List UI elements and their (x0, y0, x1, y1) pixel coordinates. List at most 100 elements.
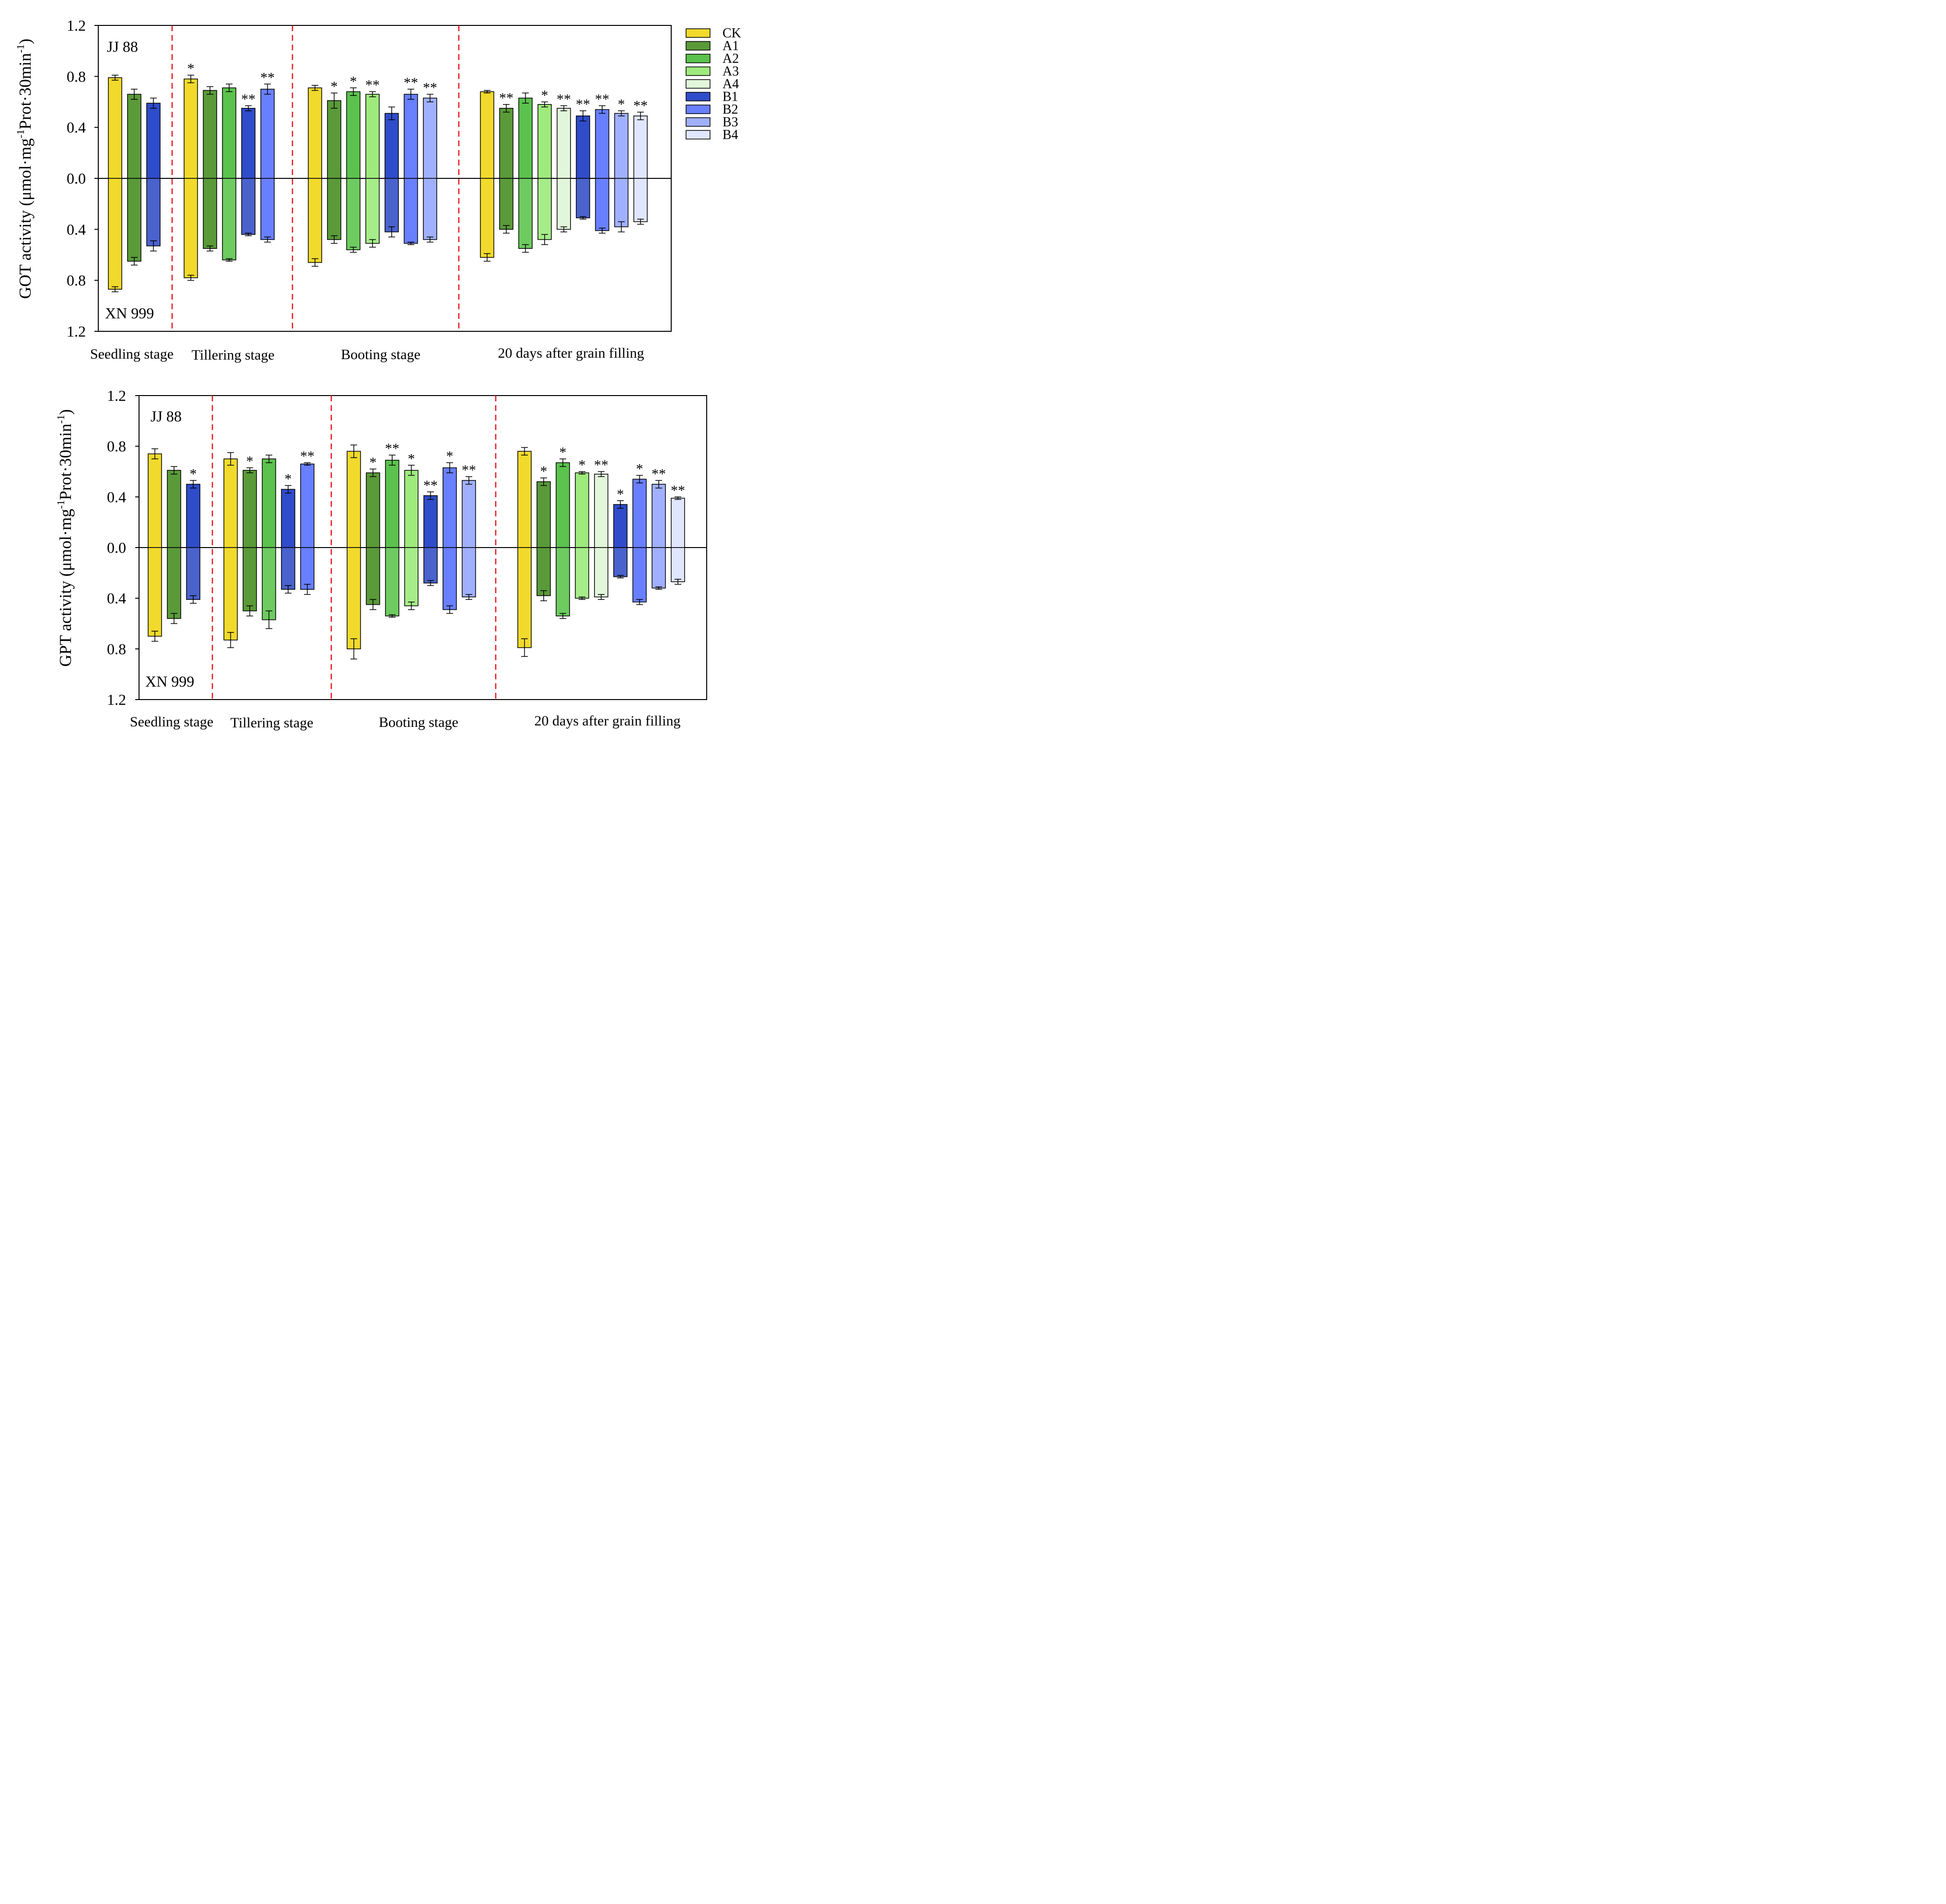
got-bar-lower-A3 (365, 178, 380, 244)
gpt-significance-mark: * (246, 454, 254, 469)
gpt-bar-lower-A2 (556, 547, 570, 617)
got-bar-upper-CK (480, 91, 494, 179)
got-bar-lower-A1 (327, 178, 341, 240)
gpt-stage-label-4: 20 days after grain filling (535, 713, 681, 729)
legend-swatch-A2 (686, 54, 711, 63)
gpt-bar-upper-A1 (167, 470, 181, 548)
gpt-bar-lower-A1 (366, 547, 380, 605)
got-bar-lower-CK (308, 178, 322, 263)
gpt-significance-mark: ** (671, 482, 685, 498)
legend-swatch-B1 (686, 92, 711, 102)
got-y-axis-label: GOT activity (μmol·mg-1Prot·30min-1) (14, 39, 35, 299)
gpt-bar-lower-B4 (671, 547, 685, 583)
got-bar-lower-A1 (127, 178, 141, 262)
gpt-significance-mark: * (540, 464, 548, 479)
got-bar-upper-B3 (614, 113, 629, 179)
got-bar-upper-B2 (260, 89, 275, 179)
legend-label-A1: A1 (722, 39, 739, 54)
got-significance-mark: * (541, 88, 548, 104)
got-bar-lower-B1 (241, 178, 256, 235)
gpt-bar-upper-B3 (462, 480, 476, 548)
gpt-bar-upper-A1 (536, 481, 551, 548)
got-stage-label-4: 20 days after grain filling (498, 345, 644, 361)
gpt-bar-upper-B1 (281, 489, 295, 548)
gpt-bar-upper-B2 (300, 463, 315, 548)
gpt-significance-mark: * (446, 448, 454, 464)
legend-label-A3: A3 (722, 64, 739, 79)
gpt-significance-mark: * (559, 444, 567, 460)
got-bar-lower-A2 (518, 178, 533, 249)
got-bar-lower-A1 (499, 178, 513, 230)
gpt-bar-upper-CK (517, 451, 532, 548)
got-significance-mark: ** (423, 80, 437, 96)
got-lower-label: XN 999 (105, 304, 154, 322)
gpt-y-tick-label: 1.2 (107, 691, 126, 708)
got-bar-lower-B3 (423, 178, 437, 240)
legend-swatch-B4 (686, 130, 711, 140)
got-bar-upper-CK (184, 78, 198, 179)
gpt-bar-upper-A3 (404, 470, 419, 548)
got-bar-lower-A2 (346, 178, 361, 250)
got-y-tick-label: 1.2 (67, 323, 86, 340)
got-bar-lower-B1 (385, 178, 399, 233)
gpt-upper-label: JJ 88 (151, 408, 182, 425)
gpt-bar-lower-CK (148, 547, 162, 637)
gpt-bar-lower-B2 (443, 547, 457, 610)
gpt-bar-upper-B1 (423, 495, 438, 548)
gpt-bar-upper-A1 (366, 472, 380, 548)
legend-swatch-A1 (686, 41, 711, 51)
gpt-y-tick-label: 0.8 (107, 438, 126, 455)
got-bar-lower-B1 (576, 178, 590, 219)
got-bar-upper-B2 (404, 93, 418, 179)
got-significance-mark: ** (595, 91, 609, 107)
gpt-y-tick-label: 0.8 (107, 640, 126, 657)
gpt-bar-lower-A2 (385, 547, 399, 617)
gpt-bar-upper-B1 (613, 504, 628, 548)
legend-label-B2: B2 (722, 102, 738, 117)
got-bar-upper-CK (108, 77, 122, 179)
gpt-significance-mark: ** (594, 457, 608, 473)
gpt-bar-upper-A1 (243, 470, 257, 548)
got-stage-label-3: Booting stage (341, 347, 420, 362)
gpt-y-tick-label: 0.4 (107, 488, 126, 505)
gpt-bar-lower-A3 (404, 547, 419, 607)
got-bar-lower-CK (480, 178, 494, 258)
got-significance-mark: ** (365, 77, 380, 93)
got-bar-lower-B3 (614, 178, 629, 227)
got-bar-lower-A1 (203, 178, 217, 249)
gpt-bar-upper-B2 (443, 467, 457, 548)
gpt-stage-label-2: Tillering stage (230, 715, 313, 731)
got-stage-label-2: Tillering stage (191, 347, 274, 363)
got-bar-upper-B1 (146, 103, 161, 179)
got-bar-upper-A2 (346, 91, 361, 179)
got-significance-mark: * (187, 61, 195, 77)
got-significance-mark: ** (633, 98, 648, 114)
got-bar-lower-A4 (557, 178, 571, 230)
got-bar-lower-CK (184, 178, 198, 279)
got-stage-label-1: Seedling stage (90, 346, 174, 362)
gpt-bar-upper-A2 (556, 462, 570, 548)
gpt-bar-lower-B1 (423, 547, 438, 584)
gpt-bar-upper-A2 (262, 458, 276, 548)
gpt-significance-mark: * (370, 455, 377, 470)
got-panel: JJ 88 XN 999 Seedling stage Tillering st… (14, 17, 672, 363)
gpt-y-tick-label: 0.4 (107, 590, 126, 607)
gpt-bar-upper-A2 (385, 459, 399, 548)
got-bar-upper-B1 (385, 113, 399, 179)
legend-swatch-B2 (686, 105, 711, 114)
got-bar-upper-CK (308, 87, 322, 179)
got-bar-lower-B2 (404, 178, 418, 244)
legend-label-A4: A4 (722, 77, 739, 92)
gpt-significance-mark: ** (652, 466, 666, 482)
got-bar-upper-A4 (557, 108, 571, 179)
gpt-bar-upper-B2 (632, 479, 647, 548)
got-bar-lower-B2 (260, 178, 275, 240)
got-bar-upper-A1 (127, 93, 141, 179)
got-bar-lower-B2 (595, 178, 609, 231)
got-bar-lower-CK (108, 178, 122, 290)
gpt-bar-upper-CK (347, 451, 361, 548)
got-significance-mark: ** (241, 91, 256, 107)
legend-label-A2: A2 (722, 51, 739, 66)
gpt-bar-upper-A4 (594, 474, 608, 548)
gpt-bar-upper-A3 (575, 472, 589, 548)
